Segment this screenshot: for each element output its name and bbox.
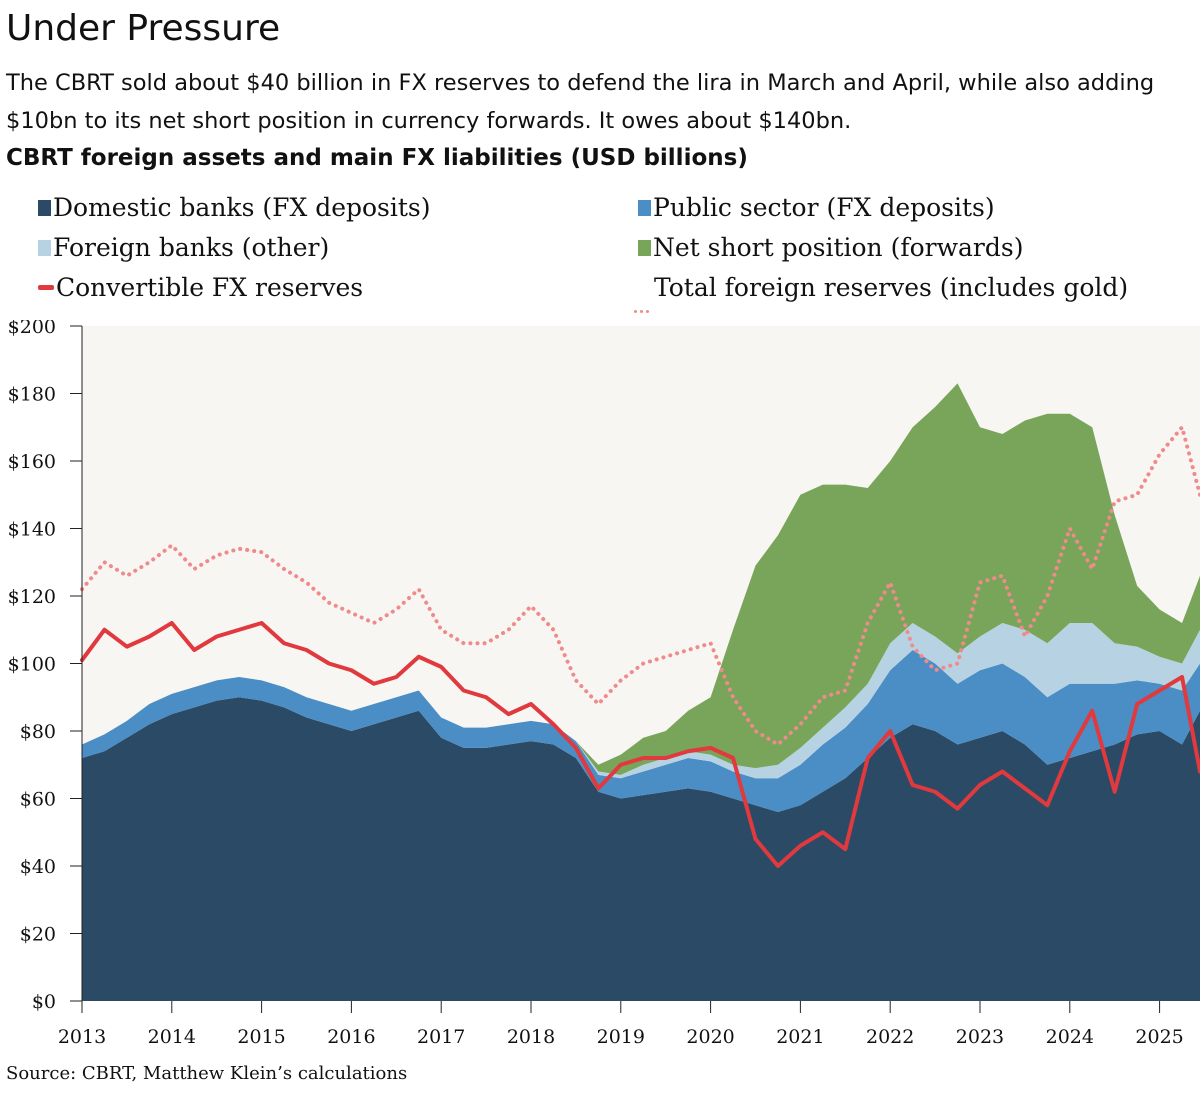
x-tick-label: 2019 (597, 1026, 645, 1048)
legend-item-convertible-reserves: Convertible FX reserves (38, 268, 363, 308)
y-tick-label: $180 (8, 384, 56, 406)
y-tick-label: $200 (8, 320, 56, 338)
legend-label-domestic-banks: Domestic banks (FX deposits) (53, 193, 431, 222)
legend-swatch-domestic-banks (38, 199, 51, 216)
legend-item-net-short: Net short position (forwards) (638, 228, 1023, 268)
y-tick-label: $80 (20, 721, 56, 743)
y-axis: $0 $20 $40 $60 $80 $100 $120 $140 $160 $180 $200 (8, 320, 83, 1013)
y-tick-label: $60 (20, 789, 56, 811)
y-tick-label: $160 (8, 451, 56, 473)
line-convertible-fx-reserves (80, 621, 1200, 868)
y-tick-label: $20 (20, 924, 56, 946)
legend-item-foreign-banks: Foreign banks (other) (38, 228, 329, 268)
y-tick-label: $0 (32, 991, 56, 1013)
line-total-foreign-reserves-includes-gold (80, 425, 1200, 747)
legend-label-public-sector: Public sector (FX deposits) (653, 193, 995, 222)
legend-label-foreign-banks: Foreign banks (other) (53, 233, 330, 262)
x-tick-label: 2013 (58, 1026, 106, 1048)
x-tick-label: 2015 (237, 1026, 285, 1048)
area-domestic-banks-fx-deposits (82, 697, 1200, 1001)
x-tick-label: 2022 (866, 1026, 914, 1048)
legend-swatch-total-reserves (634, 285, 652, 313)
y-tick-label: $100 (8, 654, 56, 676)
area-public-sector-fx-deposits (82, 650, 1200, 812)
x-tick-label: 2024 (1046, 1026, 1094, 1048)
x-tick-label: 2023 (956, 1026, 1004, 1048)
x-tick-label: 2017 (417, 1026, 465, 1048)
area-foreign-banks-other (82, 623, 1200, 779)
x-tick-label: 2025 (1135, 1026, 1183, 1048)
stacked-areas (82, 383, 1200, 1001)
area-net-short-position-forwards (82, 383, 1200, 775)
y-tick-label: $120 (8, 586, 56, 608)
legend-label-net-short: Net short position (forwards) (653, 233, 1024, 262)
source-note: Source: CBRT, Matthew Klein’s calculatio… (6, 1063, 408, 1084)
legend-swatch-foreign-banks (38, 239, 51, 256)
legend-item-total-reserves: Total foreign reserves (includes gold) (634, 268, 1129, 313)
x-axis: 2013 2014 2015 2016 2017 2018 2019 2020 2021 2022… (58, 1001, 1184, 1048)
page-subtitle: The CBRT sold about $40 billion in FX re… (6, 70, 1155, 134)
chart-title: CBRT foreign assets and main FX liabilit… (6, 145, 748, 171)
y-tick-label: $140 (8, 519, 56, 541)
chart-svg: $0 $20 $40 $60 $80 $100 $120 $140 $160 $180 $200 2… (8, 320, 1200, 1048)
y-tick-label: $40 (20, 856, 56, 878)
x-tick-label: 2018 (507, 1026, 555, 1048)
reserve-lines (80, 425, 1200, 868)
x-tick-label: 2014 (148, 1026, 196, 1048)
legend-item-public-sector: Public sector (FX deposits) (638, 188, 995, 228)
legend-swatch-convertible-reserves (38, 285, 54, 290)
legend-item-domestic-banks: Domestic banks (FX deposits) (38, 188, 431, 228)
legend-label-total-reserves: Total foreign reserves (includes gold) (654, 273, 1129, 302)
legend-swatch-net-short (638, 239, 651, 256)
x-tick-label: 2021 (776, 1026, 824, 1048)
legend-label-convertible-reserves: Convertible FX reserves (56, 273, 364, 302)
x-tick-label: 2016 (327, 1026, 375, 1048)
legend-swatch-public-sector (638, 199, 651, 216)
page-title: Under Pressure (6, 8, 281, 49)
x-tick-label: 2020 (686, 1026, 734, 1048)
